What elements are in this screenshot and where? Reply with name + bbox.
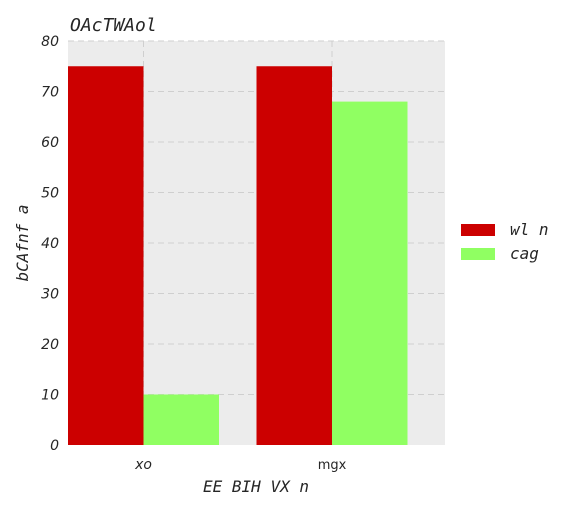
bar-mgx-2 xyxy=(332,101,408,445)
legend: wl n cag xyxy=(461,220,549,263)
y-tick-label: 60 xyxy=(41,135,59,151)
legend-swatch-series-2 xyxy=(461,248,495,260)
legend-swatch-series-1 xyxy=(461,224,495,236)
y-tick-label: 80 xyxy=(41,34,59,50)
x-tick-label: xo xyxy=(134,457,152,473)
bars xyxy=(68,66,408,445)
bar-xo-1 xyxy=(68,66,144,445)
x-tick-label: mgx xyxy=(318,458,347,473)
x-tick-labels: xo mgx xyxy=(134,457,347,473)
legend-label-series-1: wl n xyxy=(510,220,549,239)
bar-xo-2 xyxy=(143,394,219,445)
y-tick-label: 20 xyxy=(41,337,59,353)
y-tick-label: 30 xyxy=(41,287,59,303)
x-axis-label: EE BIH VX n xyxy=(203,477,309,496)
y-tick-label: 50 xyxy=(41,186,59,202)
y-axis-label: bCAfnf a xyxy=(13,204,32,281)
chart-title: OAcTWAol xyxy=(70,15,157,36)
y-tick-label: 40 xyxy=(41,236,59,252)
y-tick-label: 10 xyxy=(41,388,59,404)
legend-label-series-2: cag xyxy=(510,244,539,263)
y-tick-labels: 0 10 20 30 40 50 60 70 80 xyxy=(41,34,59,454)
bar-mgx-1 xyxy=(256,66,332,445)
y-tick-label: 70 xyxy=(41,85,59,101)
y-tick-label: 0 xyxy=(50,438,59,454)
